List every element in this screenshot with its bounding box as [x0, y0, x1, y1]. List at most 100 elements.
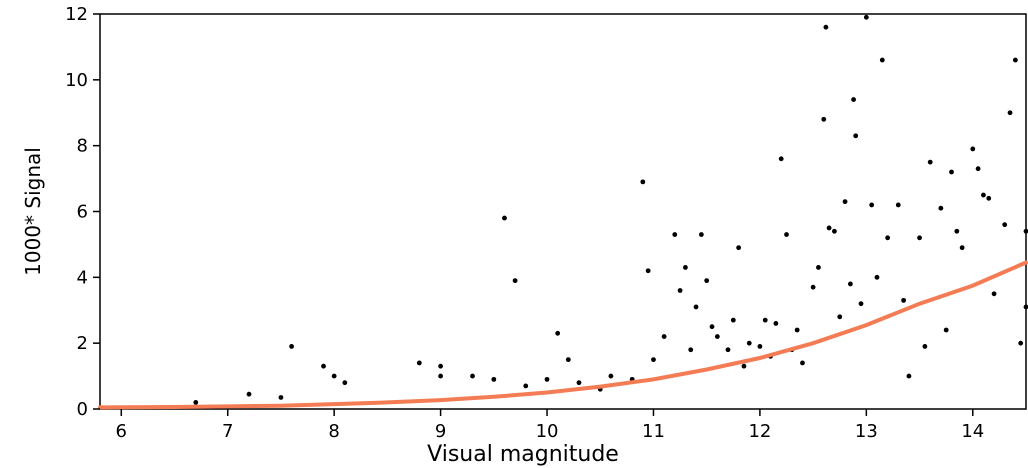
scatter-point	[811, 285, 816, 290]
plot-frame	[100, 14, 1026, 409]
scatter-point	[710, 324, 715, 329]
scatter-point	[944, 328, 949, 333]
scatter-point	[678, 288, 683, 293]
scatter-point	[851, 97, 856, 102]
scatter-point	[823, 25, 828, 30]
scatter-point	[864, 15, 869, 20]
scatter-point	[699, 232, 704, 237]
scatter-point	[773, 321, 778, 326]
scatter-point	[986, 196, 991, 201]
scatter-point	[901, 298, 906, 303]
scatter-point	[747, 341, 752, 346]
scatter-point	[1013, 58, 1018, 63]
scatter-point	[848, 282, 853, 287]
scatter-point	[672, 232, 677, 237]
scatter-point	[992, 291, 997, 296]
scatter-point	[417, 361, 422, 366]
scatter-point	[289, 344, 294, 349]
scatter-point	[279, 395, 284, 400]
scatter-point	[758, 344, 763, 349]
scatter-point	[555, 331, 560, 336]
scatter-point	[342, 380, 347, 385]
scatter-point	[742, 364, 747, 369]
scatter-point	[859, 301, 864, 306]
scatter-point	[1002, 222, 1007, 227]
scatter-point	[726, 347, 731, 352]
scatter-point	[1008, 110, 1013, 115]
scatter-point	[545, 377, 550, 382]
y-tick-label: 8	[77, 136, 88, 157]
scatter-point	[193, 400, 198, 405]
x-tick-label: 9	[435, 421, 446, 442]
scatter-point	[694, 305, 699, 310]
scatter-point	[938, 206, 943, 211]
y-tick-label: 2	[77, 333, 88, 354]
scatter-point	[837, 314, 842, 319]
scatter-point	[896, 203, 901, 208]
scatter-point	[821, 117, 826, 122]
scatter-point	[662, 334, 667, 339]
scatter-point	[869, 203, 874, 208]
x-axis-label: Visual magnitude	[427, 442, 619, 467]
y-axis-label: 1000* Signal	[21, 147, 45, 276]
x-tick-label: 11	[642, 421, 665, 442]
y-tick-label: 6	[77, 202, 88, 223]
scatter-point	[907, 374, 912, 379]
scatter-point	[880, 58, 885, 63]
y-tick-label: 4	[77, 267, 88, 288]
scatter-point	[736, 245, 741, 250]
scatter-point	[960, 245, 965, 250]
x-tick-label: 7	[222, 421, 233, 442]
scatter-point	[646, 268, 651, 273]
scatter-point	[566, 357, 571, 362]
scatter-point	[247, 392, 252, 397]
scatter-point	[608, 374, 613, 379]
scatter-point	[843, 199, 848, 204]
scatter-point	[763, 318, 768, 323]
scatter-point	[438, 374, 443, 379]
scatter-point	[513, 278, 518, 283]
x-tick-label: 13	[855, 421, 878, 442]
y-tick-label: 12	[65, 4, 88, 25]
scatter-point	[1018, 341, 1023, 346]
x-tick-label: 12	[748, 421, 771, 442]
scatter-point	[577, 380, 582, 385]
scatter-point	[800, 361, 805, 366]
scatter-point	[816, 265, 821, 270]
scatter-point	[523, 384, 528, 389]
scatter-point	[784, 232, 789, 237]
scatter-point	[470, 374, 475, 379]
scatter-point	[827, 226, 832, 231]
scatter-point	[885, 235, 890, 240]
plot-area	[100, 14, 1028, 409]
scatter-point	[715, 334, 720, 339]
scatter-point	[332, 374, 337, 379]
scatter-point	[688, 347, 693, 352]
scatter-point	[928, 160, 933, 165]
scatter-point	[954, 229, 959, 234]
y-tick-label: 10	[65, 70, 88, 91]
x-tick-label: 8	[328, 421, 339, 442]
scatter-point	[981, 193, 986, 198]
scatter-point	[970, 147, 975, 152]
scatter-point	[321, 364, 326, 369]
y-tick-label: 0	[77, 399, 88, 420]
scatter-point	[795, 328, 800, 333]
x-tick-label: 14	[961, 421, 984, 442]
scatter-point	[651, 357, 656, 362]
scatter-point	[1024, 229, 1028, 234]
scatter-point	[949, 170, 954, 175]
x-tick-label: 10	[536, 421, 559, 442]
scatter-point	[502, 216, 507, 221]
fit-curve	[100, 263, 1026, 408]
scatter-point	[779, 156, 784, 161]
scatter-point	[438, 364, 443, 369]
scatter-point	[922, 344, 927, 349]
scatter-point	[1024, 305, 1028, 310]
scatter-point	[491, 377, 496, 382]
y-axis: 0 2 4 6 8 10 12	[65, 4, 100, 420]
scatter-point	[683, 265, 688, 270]
scatter-point	[853, 133, 858, 138]
scatter-point	[640, 179, 645, 184]
